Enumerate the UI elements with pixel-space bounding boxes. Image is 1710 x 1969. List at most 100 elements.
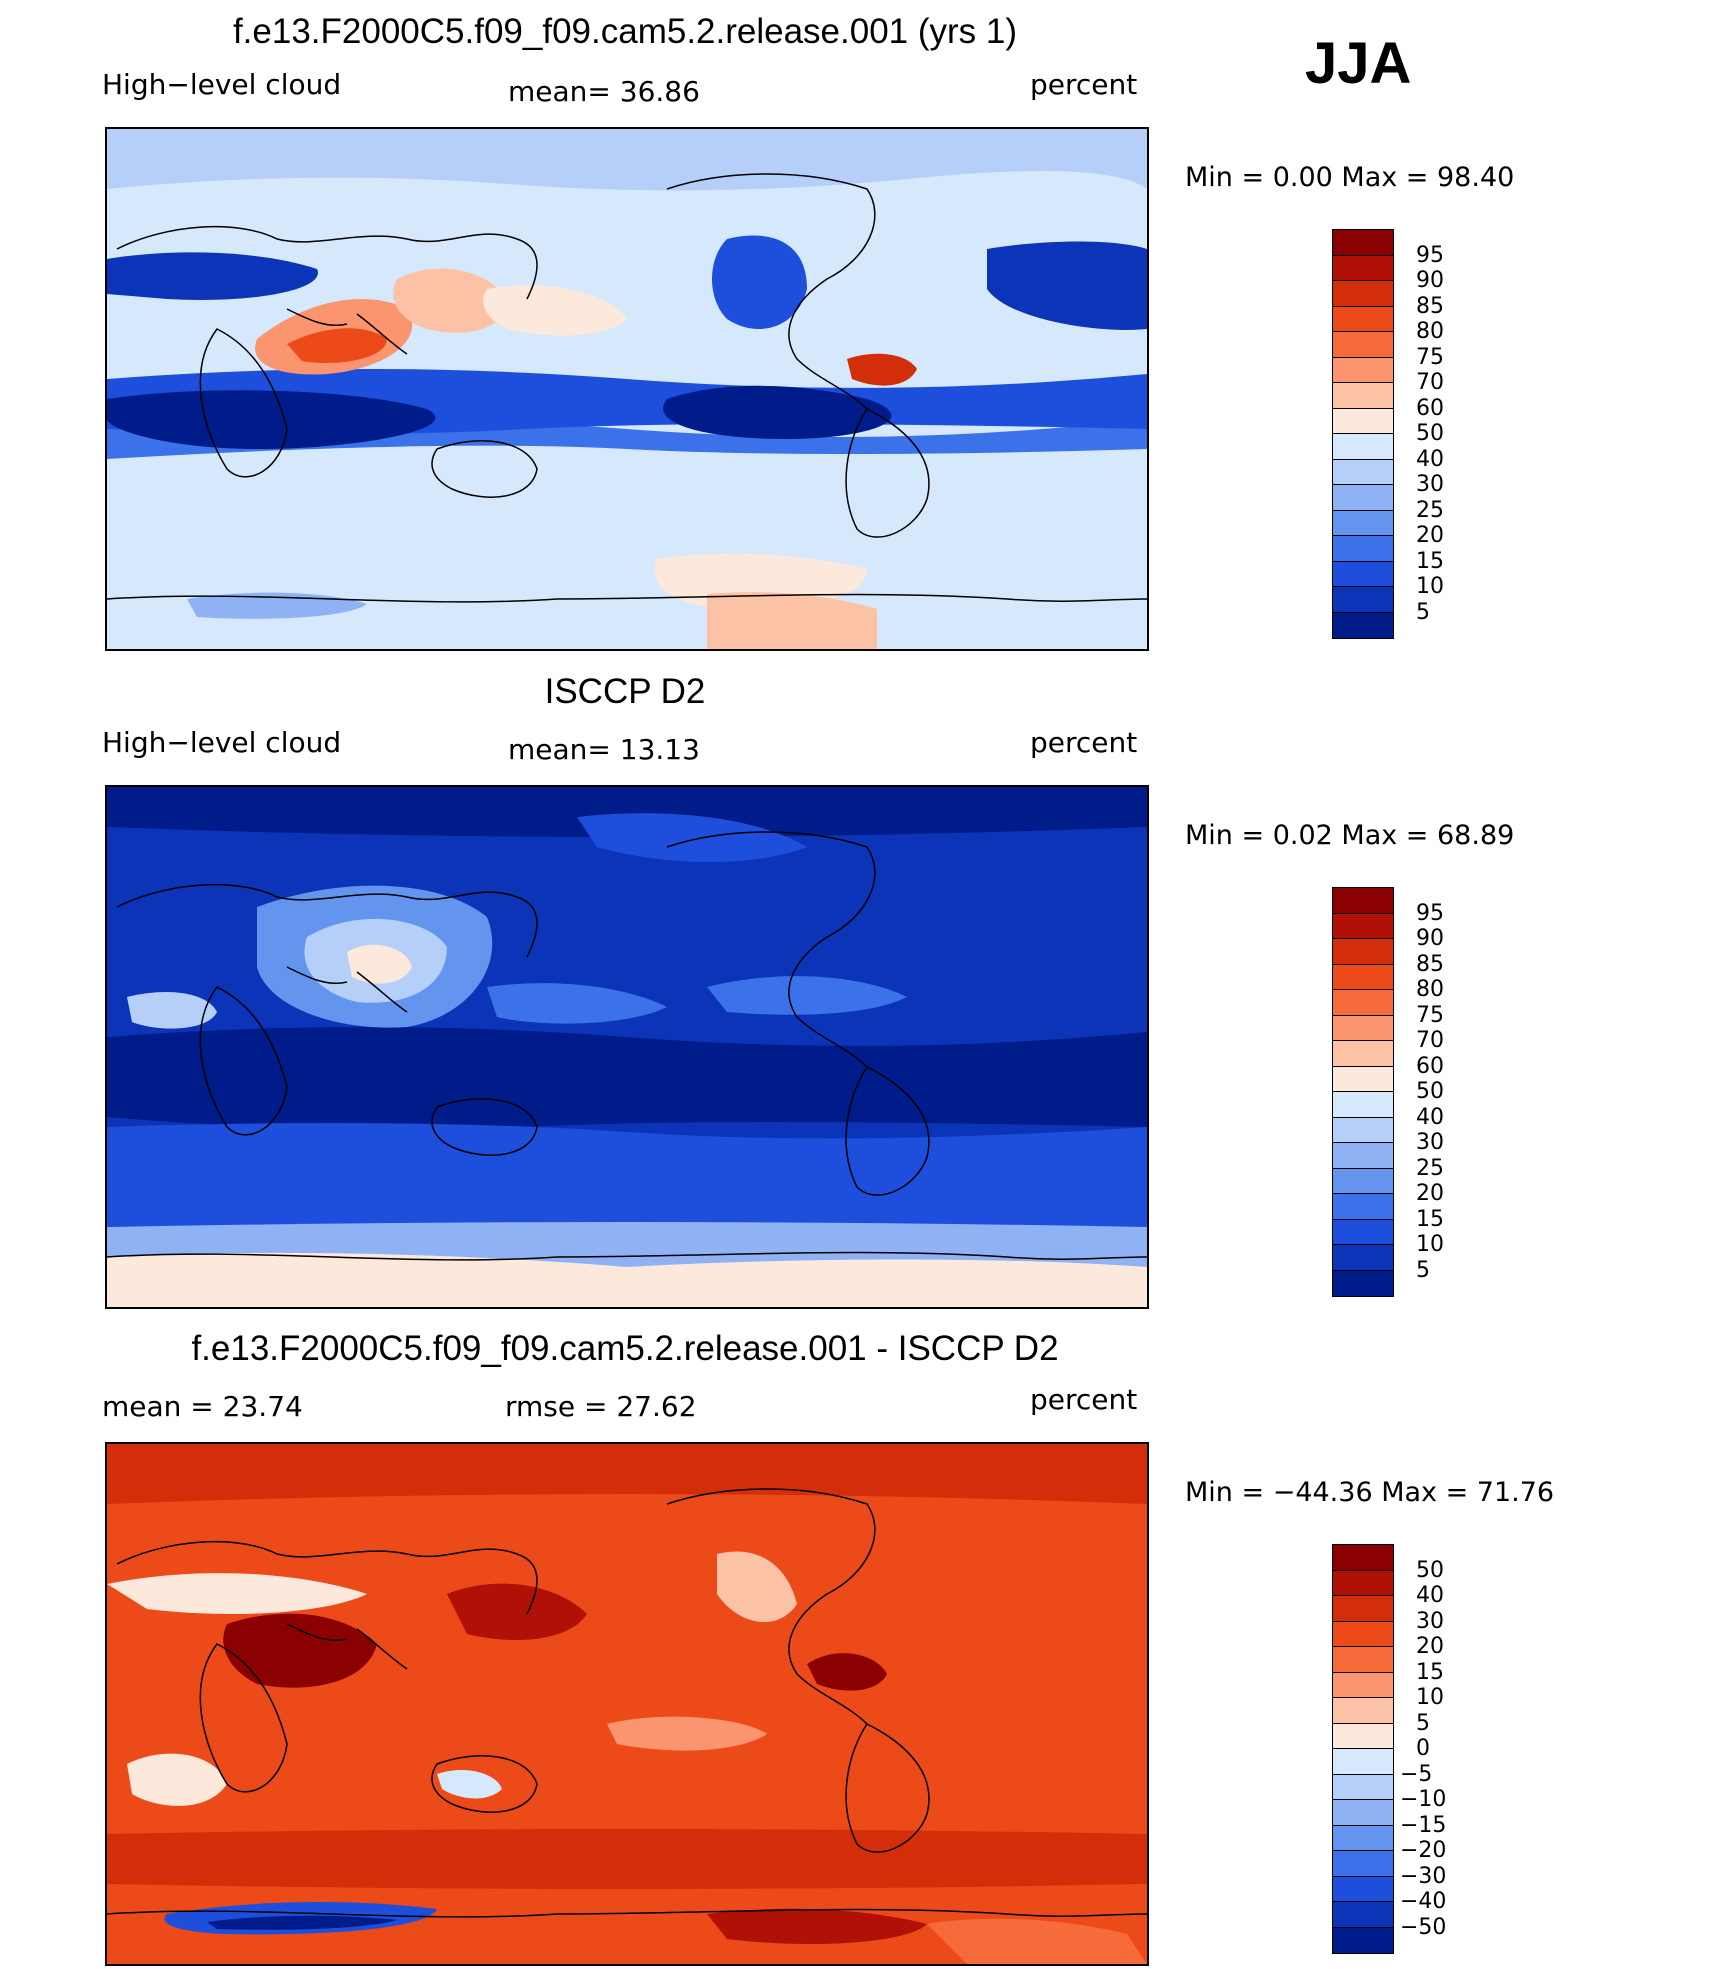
- panel3-colorbar-swatch: [1333, 1672, 1393, 1698]
- panel1-colorbar-label: 60: [1416, 395, 1444, 421]
- panel2-map: [105, 785, 1149, 1309]
- panel3-map-svg: [107, 1444, 1147, 1964]
- panel1-variable-label: High−level cloud: [102, 68, 342, 101]
- panel3-colorbar-swatch: [1333, 1545, 1393, 1571]
- panel1-colorbar-label: 10: [1416, 574, 1444, 599]
- panel1-map-svg: [107, 129, 1147, 649]
- panel3-colorbar-label: −50: [1400, 1914, 1447, 1940]
- panel2-colorbar-label: 85: [1416, 951, 1444, 977]
- panel1-minmax: Min = 0.00 Max = 98.40: [1185, 162, 1515, 193]
- panel1-colorbar-label: 75: [1416, 344, 1444, 370]
- panel1-colorbar-label: 80: [1416, 319, 1444, 344]
- panel2-colorbar-label: 15: [1416, 1206, 1444, 1232]
- panel3-colorbar-label: −10: [1400, 1787, 1447, 1812]
- panel2-colorbar-swatch: [1333, 1270, 1393, 1296]
- panel3-title: f.e13.F2000C5.f09_f09.cam5.2.release.001…: [191, 1329, 1059, 1368]
- panel2-colorbar-swatch: [1333, 939, 1393, 965]
- panel2-colorbar-label: 60: [1416, 1053, 1444, 1079]
- panel2-colorbar-swatch: [1333, 1041, 1393, 1067]
- panel2-colorbar-swatch: [1333, 990, 1393, 1016]
- panel2-colorbar-label: 90: [1416, 926, 1444, 951]
- panel2-colorbar-label: 50: [1416, 1079, 1444, 1104]
- panel2-colorbar-label: 70: [1416, 1028, 1444, 1053]
- panel1-colorbar-swatch: [1333, 357, 1393, 383]
- panel1-colorbar-swatch: [1333, 561, 1393, 587]
- panel2-colorbar-label: 25: [1416, 1155, 1444, 1181]
- panel2-colorbar-label: 30: [1416, 1130, 1444, 1155]
- panel1-colorbar-swatch: [1333, 459, 1393, 485]
- panel2-colorbar-label: 20: [1416, 1181, 1444, 1206]
- panel3-colorbar-label: 10: [1416, 1685, 1444, 1710]
- panel3-colorbar-swatch: [1333, 1876, 1393, 1902]
- panel2-mean-label: mean= 13.13: [508, 733, 700, 766]
- panel2-colorbar-swatch: [1333, 1245, 1393, 1271]
- panel3-colorbar-swatch: [1333, 1647, 1393, 1673]
- panel1-colorbar-swatch: [1333, 434, 1393, 460]
- panel3-colorbar-label: 30: [1416, 1608, 1444, 1634]
- panel3-colorbar-label: −20: [1400, 1838, 1447, 1863]
- panel1-colorbar-label: 30: [1416, 472, 1444, 497]
- panel1-colorbar: [1332, 229, 1394, 639]
- panel1-colorbar-label: 40: [1416, 446, 1444, 472]
- panel2-colorbar-swatch: [1333, 1066, 1393, 1092]
- panel2-colorbar-swatch: [1333, 964, 1393, 990]
- panel3-colorbar-label: −5: [1400, 1761, 1433, 1787]
- panel2-colorbar-label: 5: [1416, 1257, 1430, 1283]
- panel2-colorbar-label: 40: [1416, 1104, 1444, 1130]
- panel3-colorbar-swatch: [1333, 1800, 1393, 1826]
- panel3-minmax: Min = −44.36 Max = 71.76: [1185, 1477, 1555, 1508]
- panel1-colorbar-swatch: [1333, 612, 1393, 638]
- panel1-colorbar-swatch: [1333, 536, 1393, 562]
- panel2-variable-label: High−level cloud: [102, 726, 342, 759]
- panel3-colorbar-label: 0: [1416, 1736, 1430, 1761]
- panel1-colorbar-label: 85: [1416, 293, 1444, 319]
- panel1-colorbar-swatch: [1333, 587, 1393, 613]
- panel3-colorbar-label: −15: [1400, 1812, 1447, 1838]
- panel1-colorbar-label: 20: [1416, 523, 1444, 548]
- panel2-title: ISCCP D2: [544, 672, 706, 711]
- panel2-colorbar-swatch: [1333, 888, 1393, 914]
- panel3-colorbar-swatch: [1333, 1927, 1393, 1953]
- panel2-colorbar-swatch: [1333, 1143, 1393, 1169]
- panel2-colorbar-label: 10: [1416, 1232, 1444, 1257]
- panel3-colorbar-swatch: [1333, 1825, 1393, 1851]
- panel1-colorbar-swatch: [1333, 306, 1393, 332]
- panel3-colorbar-label: −40: [1400, 1889, 1447, 1914]
- panel1-colorbar-label: 25: [1416, 497, 1444, 523]
- panel3-colorbar-swatch: [1333, 1570, 1393, 1596]
- panel1-title: f.e13.F2000C5.f09_f09.cam5.2.release.001…: [232, 12, 1018, 51]
- panel1-colorbar-label: 5: [1416, 599, 1430, 625]
- panel3-colorbar-swatch: [1333, 1902, 1393, 1928]
- panel1-colorbar-swatch: [1333, 332, 1393, 358]
- panel2-colorbar-swatch: [1333, 1219, 1393, 1245]
- panel1-colorbar-swatch: [1333, 281, 1393, 307]
- panel1-colorbar-swatch: [1333, 255, 1393, 281]
- panel3-colorbar-label: 40: [1416, 1583, 1444, 1608]
- panel1-colorbar-label: 95: [1416, 242, 1444, 268]
- panel2-minmax: Min = 0.02 Max = 68.89: [1185, 820, 1515, 851]
- panel3-colorbar-swatch: [1333, 1596, 1393, 1622]
- panel3-colorbar-swatch: [1333, 1621, 1393, 1647]
- panel2-colorbar-label: 95: [1416, 900, 1444, 926]
- panel3-colorbar-label: 15: [1416, 1659, 1444, 1685]
- panel3-colorbar: [1332, 1544, 1394, 1954]
- panel2-colorbar-swatch: [1333, 1117, 1393, 1143]
- panel3-map: [105, 1442, 1149, 1966]
- panel2-colorbar-swatch: [1333, 1194, 1393, 1220]
- panel3-colorbar-swatch: [1333, 1698, 1393, 1724]
- panel3-colorbar-label: 50: [1416, 1557, 1444, 1583]
- panel3-units-label: percent: [1030, 1383, 1138, 1416]
- panel1-colorbar-swatch: [1333, 230, 1393, 256]
- panel3-colorbar-swatch: [1333, 1723, 1393, 1749]
- panel3-colorbar-swatch: [1333, 1774, 1393, 1800]
- panel2-colorbar: [1332, 887, 1394, 1297]
- panel2-colorbar-swatch: [1333, 1015, 1393, 1041]
- panel2-colorbar-label: 80: [1416, 977, 1444, 1002]
- panel2-units-label: percent: [1030, 726, 1138, 759]
- panel1-colorbar-label: 15: [1416, 548, 1444, 574]
- panel3-colorbar-swatch: [1333, 1851, 1393, 1877]
- panel3-colorbar-swatch: [1333, 1749, 1393, 1775]
- season-label: JJA: [1305, 31, 1412, 96]
- panel1-colorbar-swatch: [1333, 383, 1393, 409]
- panel1-colorbar-label: 70: [1416, 370, 1444, 395]
